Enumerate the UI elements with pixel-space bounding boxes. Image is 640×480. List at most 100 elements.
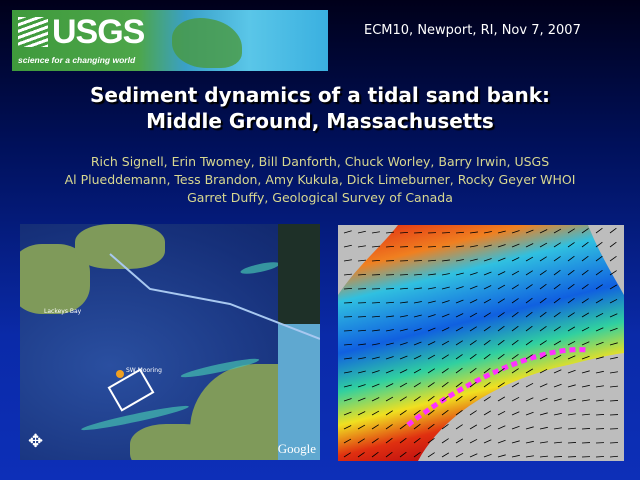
velocity-arrow bbox=[483, 271, 492, 276]
velocity-arrow bbox=[539, 412, 548, 416]
velocity-arrow bbox=[581, 428, 591, 430]
velocity-arrow bbox=[553, 383, 562, 388]
velocity-arrow bbox=[385, 246, 395, 248]
velocity-arrow bbox=[357, 274, 367, 276]
velocity-arrow bbox=[371, 329, 380, 332]
velocity-arrow bbox=[371, 356, 380, 360]
velocity-arrow bbox=[497, 425, 506, 430]
velocity-arrow bbox=[567, 340, 576, 346]
velocity-arrow bbox=[581, 399, 590, 402]
velocity-arrow bbox=[553, 269, 561, 276]
velocity-arrow bbox=[581, 241, 589, 248]
authors-line: Al Plueddemann, Tess Brandon, Amy Kukula… bbox=[64, 172, 576, 187]
velocity-arrow bbox=[525, 382, 534, 388]
velocity-arrow bbox=[371, 343, 380, 346]
velocity-arrow bbox=[441, 259, 450, 262]
velocity-arrow bbox=[483, 439, 492, 444]
velocity-arrow bbox=[483, 367, 491, 374]
velocity-arrow bbox=[609, 371, 618, 374]
velocity-arrow bbox=[581, 269, 589, 276]
velocity-arrow bbox=[539, 297, 547, 304]
velocity-arrow bbox=[483, 326, 491, 332]
velocity-arrow bbox=[483, 353, 491, 360]
land-mass bbox=[588, 225, 624, 295]
velocity-arrow bbox=[455, 340, 463, 346]
velocity-arrow bbox=[385, 424, 393, 430]
velocity-arrow bbox=[511, 396, 520, 402]
velocity-arrow bbox=[441, 286, 450, 290]
velocity-arrow bbox=[455, 326, 464, 332]
velocity-arrow bbox=[483, 453, 492, 458]
velocity-arrow bbox=[427, 327, 436, 332]
velocity-arrow bbox=[469, 396, 477, 402]
velocity-arrow bbox=[511, 411, 520, 416]
velocity-arrow bbox=[469, 381, 477, 388]
velocity-arrow bbox=[469, 367, 477, 374]
velocity-arrow bbox=[343, 452, 351, 458]
velocity-arrow bbox=[399, 328, 408, 332]
usgs-logo: USGS science for a changing world bbox=[12, 10, 328, 71]
velocity-arrow bbox=[357, 329, 367, 332]
velocity-arrow bbox=[371, 231, 380, 234]
velocity-arrow bbox=[511, 454, 520, 458]
velocity-arrow bbox=[343, 425, 352, 430]
velocity-arrow bbox=[511, 425, 520, 430]
velocity-arrow bbox=[357, 424, 366, 430]
velocity-arrow bbox=[595, 241, 603, 248]
velocity-arrow bbox=[441, 381, 449, 388]
velocity-arrow bbox=[469, 231, 478, 234]
velocity-arrow bbox=[483, 231, 492, 234]
velocity-arrow bbox=[357, 259, 366, 262]
velocity-arrow bbox=[581, 284, 589, 290]
velocity-arrow bbox=[469, 245, 478, 248]
velocity-arrow bbox=[441, 368, 449, 374]
velocity-arrow bbox=[343, 357, 352, 360]
velocity-arrow bbox=[371, 424, 379, 430]
velocity-arrow bbox=[497, 257, 506, 262]
velocity-arrow bbox=[371, 245, 380, 248]
velocity-arrow bbox=[497, 353, 505, 360]
velocity-arrow bbox=[455, 259, 464, 262]
velocity-arrow bbox=[609, 241, 617, 248]
velocity-arrow bbox=[595, 327, 604, 332]
usgs-waves-icon bbox=[18, 17, 48, 47]
velocity-arrow bbox=[525, 297, 533, 304]
velocity-arrow bbox=[441, 395, 449, 402]
velocity-arrow bbox=[441, 327, 450, 332]
velocity-arrow bbox=[539, 383, 548, 388]
velocity-arrow bbox=[413, 260, 423, 262]
title-line-2: Middle Ground, Massachusetts bbox=[146, 109, 494, 133]
velocity-arrow bbox=[483, 396, 491, 402]
google-attribution: Google bbox=[277, 441, 316, 456]
velocity-arrow bbox=[371, 260, 381, 262]
velocity-arrow bbox=[609, 270, 617, 276]
velocity-arrow bbox=[525, 325, 533, 332]
velocity-arrow bbox=[567, 427, 576, 430]
velocity-arrow bbox=[553, 427, 562, 430]
velocity-arrow bbox=[441, 313, 450, 318]
velocity-arrow bbox=[525, 354, 533, 360]
land-mass bbox=[418, 353, 624, 461]
velocity-arrow bbox=[427, 314, 436, 318]
velocity-arrow bbox=[343, 288, 353, 290]
velocity-arrow bbox=[371, 315, 381, 318]
velocity-arrow bbox=[525, 270, 533, 276]
velocity-arrow bbox=[413, 396, 421, 402]
velocity-arrow bbox=[385, 329, 394, 332]
velocity-arrow bbox=[497, 284, 506, 290]
logo-tagline: science for a changing world bbox=[18, 55, 136, 65]
velocity-arrow bbox=[357, 438, 365, 444]
velocity-arrow bbox=[385, 410, 393, 416]
compass-icon[interactable]: ✥ bbox=[28, 431, 44, 452]
velocity-arrow bbox=[525, 455, 534, 458]
mooring-marker-icon[interactable] bbox=[116, 370, 124, 378]
velocity-arrow bbox=[539, 283, 547, 290]
velocity-arrow bbox=[539, 256, 547, 262]
velocity-arrow bbox=[497, 230, 506, 234]
velocity-arrow bbox=[399, 423, 407, 430]
velocity-arrow bbox=[427, 273, 436, 276]
velocity-arrow bbox=[581, 384, 590, 388]
velocity-arrow bbox=[385, 342, 394, 346]
velocity-arrow bbox=[385, 356, 394, 360]
velocity-arrow bbox=[609, 385, 618, 388]
